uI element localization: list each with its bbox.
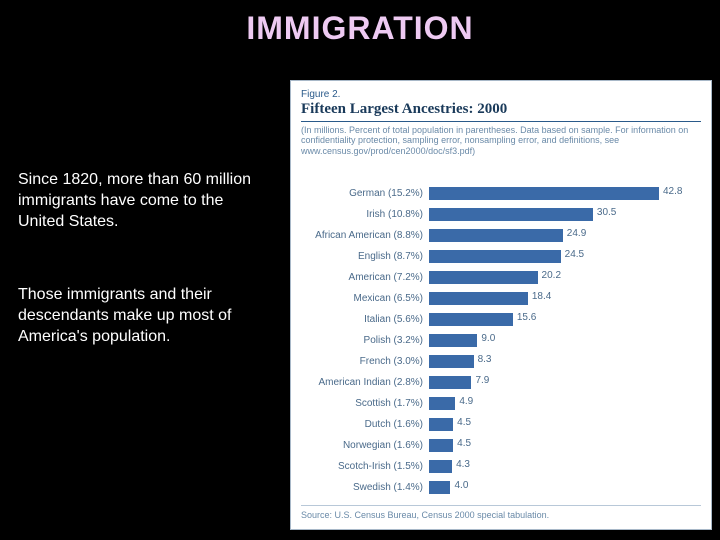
bar-label: Irish (10.8%) [301,209,429,220]
bar-value: 4.3 [452,459,470,470]
bar-wrap: 4.0 [429,481,701,494]
bar-wrap: 9.0 [429,334,701,347]
bar-value: 8.3 [474,354,492,365]
bar-row: Italian (5.6%) 15.6 [301,309,701,329]
bar-label: American (7.2%) [301,272,429,283]
bar-value: 4.5 [453,438,471,449]
bar-wrap: 30.5 [429,208,701,221]
bar-value: 9.0 [477,333,495,344]
bar-value: 4.0 [450,480,468,491]
bar [429,481,450,494]
figure-note: (In millions. Percent of total populatio… [301,125,701,181]
bar-label: African American (8.8%) [301,230,429,241]
figure-title: Fifteen Largest Ancestries: 2000 [301,101,701,122]
bar-label: English (8.7%) [301,251,429,262]
bar-row: English (8.7%) 24.5 [301,246,701,266]
bar-row: Norwegian (1.6%) 4.5 [301,435,701,455]
bar-row: Swedish (1.4%) 4.0 [301,477,701,497]
paragraph-2: Those immigrants and their descendants m… [18,285,273,347]
bar-wrap: 24.5 [429,250,701,263]
bar-row: Scotch-Irish (1.5%) 4.3 [301,456,701,476]
figure-source: Source: U.S. Census Bureau, Census 2000 … [301,505,701,520]
paragraph-1: Since 1820, more than 60 million immigra… [18,170,273,232]
bar-wrap: 18.4 [429,292,701,305]
bar-row: Irish (10.8%) 30.5 [301,204,701,224]
figure-panel: Figure 2. Fifteen Largest Ancestries: 20… [290,80,712,530]
bar [429,208,593,221]
bar-value: 7.9 [471,375,489,386]
bar [429,439,453,452]
bar-value: 20.2 [538,270,561,281]
slide-title: IMMIGRATION [0,10,720,47]
bar-chart: German (15.2%) 42.8 Irish (10.8%) 30.5 Afric… [301,183,701,497]
bar-label: Scottish (1.7%) [301,398,429,409]
bar-wrap: 42.8 [429,187,701,200]
bar-value: 4.9 [455,396,473,407]
bar-value: 30.5 [593,207,616,218]
figure-number: Figure 2. [301,89,701,100]
bar-value: 24.5 [561,249,584,260]
bar [429,292,528,305]
bar-wrap: 4.9 [429,397,701,410]
bar-row: Dutch (1.6%) 4.5 [301,414,701,434]
bar-label: Italian (5.6%) [301,314,429,325]
bar-value: 4.5 [453,417,471,428]
bar-value: 15.6 [513,312,536,323]
bar-wrap: 4.5 [429,418,701,431]
bar-label: Polish (3.2%) [301,335,429,346]
bar-row: Mexican (6.5%) 18.4 [301,288,701,308]
bar-row: American Indian (2.8%) 7.9 [301,372,701,392]
bar-row: African American (8.8%) 24.9 [301,225,701,245]
bar-wrap: 20.2 [429,271,701,284]
bar-wrap: 15.6 [429,313,701,326]
bar [429,355,474,368]
bar-label: Norwegian (1.6%) [301,440,429,451]
bar [429,229,563,242]
bar-wrap: 24.9 [429,229,701,242]
bar [429,460,452,473]
bar-label: German (15.2%) [301,188,429,199]
bar-wrap: 7.9 [429,376,701,389]
bar-row: Polish (3.2%) 9.0 [301,330,701,350]
bar [429,334,477,347]
bar [429,271,538,284]
bar-row: Scottish (1.7%) 4.9 [301,393,701,413]
bar [429,418,453,431]
bar [429,313,513,326]
bar-row: German (15.2%) 42.8 [301,183,701,203]
bar-row: American (7.2%) 20.2 [301,267,701,287]
bar-wrap: 4.5 [429,439,701,452]
bar [429,376,471,389]
bar [429,397,455,410]
bar-row: French (3.0%) 8.3 [301,351,701,371]
bar-label: French (3.0%) [301,356,429,367]
bar-value: 24.9 [563,228,586,239]
bar-value: 42.8 [659,186,682,197]
bar-label: American Indian (2.8%) [301,377,429,388]
bar-value: 18.4 [528,291,551,302]
bar-wrap: 8.3 [429,355,701,368]
bar-label: Mexican (6.5%) [301,293,429,304]
bar [429,187,659,200]
bar-label: Swedish (1.4%) [301,482,429,493]
bar [429,250,561,263]
bar-label: Scotch-Irish (1.5%) [301,461,429,472]
bar-label: Dutch (1.6%) [301,419,429,430]
bar-wrap: 4.3 [429,460,701,473]
